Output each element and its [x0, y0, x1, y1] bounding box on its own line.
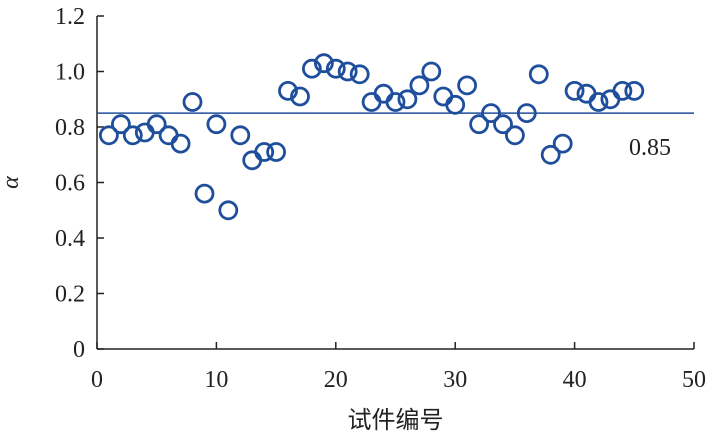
- data-point: [564, 81, 585, 101]
- data-point: [266, 142, 287, 162]
- data-point: [445, 94, 466, 115]
- y-tick-label: 1.2: [55, 4, 85, 30]
- data-point: [576, 83, 597, 104]
- data-point: [505, 125, 525, 146]
- data-point: [158, 125, 179, 146]
- reference-line-label: 0.85: [629, 135, 671, 161]
- data-point: [397, 89, 418, 110]
- data-point: [301, 58, 322, 79]
- y-tick-label: 0.4: [55, 226, 85, 252]
- x-axis-title: 试件编号: [348, 406, 444, 434]
- data-point: [493, 114, 513, 135]
- data-point: [373, 83, 394, 104]
- data-point: [313, 53, 334, 74]
- y-tick-label: 0.2: [55, 282, 85, 308]
- data-point: [290, 86, 310, 107]
- data-point: [433, 86, 454, 107]
- y-tick-label: 1.0: [55, 60, 85, 86]
- data-point: [349, 64, 370, 85]
- data-points: [99, 53, 645, 221]
- data-point: [206, 114, 227, 135]
- axes: 0 0.2 0.4 0.6 0.8 1.0 1.2 0 10 20 30 40 50: [55, 4, 706, 393]
- data-point: [600, 89, 621, 110]
- data-point: [385, 92, 406, 112]
- data-point: [528, 64, 549, 85]
- data-point: [278, 81, 298, 101]
- data-point: [361, 92, 382, 112]
- data-point: [134, 122, 155, 143]
- y-tick-label: 0.6: [55, 171, 85, 197]
- x-tick-label: 50: [682, 367, 706, 393]
- y-tick-label: 0.8: [55, 115, 85, 141]
- y-tick-label: 0: [73, 337, 85, 363]
- data-point: [170, 133, 191, 154]
- data-point: [540, 144, 561, 165]
- data-point: [552, 133, 573, 154]
- data-point: [612, 81, 633, 101]
- y-axis-title: α: [0, 176, 24, 189]
- data-point: [481, 103, 501, 123]
- data-point: [254, 142, 275, 162]
- data-point: [230, 125, 251, 146]
- data-point: [242, 150, 263, 171]
- data-point: [588, 92, 609, 112]
- data-point: [337, 61, 358, 82]
- data-point: [469, 114, 490, 135]
- data-point: [325, 58, 346, 79]
- x-tick-label: 0: [91, 367, 103, 393]
- data-point: [182, 92, 203, 112]
- x-tick-label: 20: [324, 367, 348, 393]
- data-point: [409, 75, 430, 96]
- data-point: [421, 61, 442, 82]
- data-point: [99, 125, 119, 146]
- data-point: [457, 75, 478, 96]
- data-point: [146, 114, 167, 135]
- x-tick-label: 10: [204, 367, 228, 393]
- data-point: [624, 81, 645, 101]
- data-point: [122, 125, 143, 146]
- x-tick-label: 40: [563, 367, 587, 393]
- x-tick-label: 30: [443, 367, 467, 393]
- data-point: [218, 200, 239, 221]
- data-point: [194, 183, 215, 204]
- data-point: [516, 103, 537, 123]
- data-point: [111, 114, 131, 135]
